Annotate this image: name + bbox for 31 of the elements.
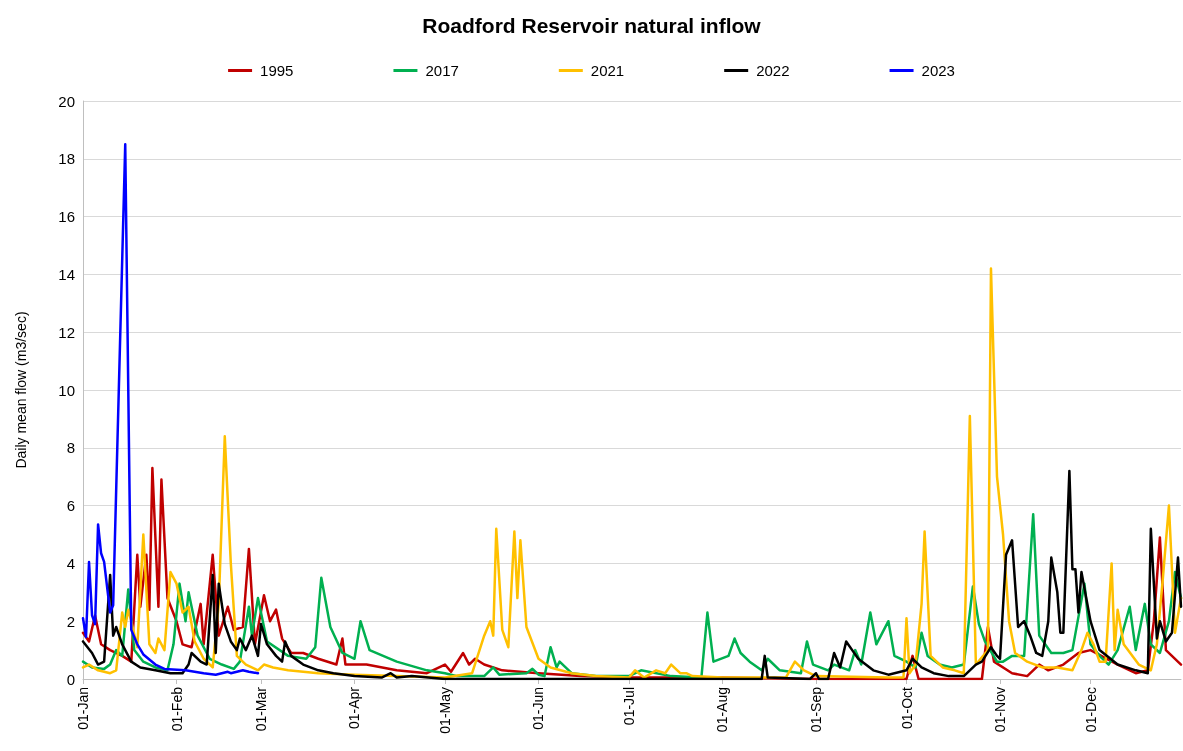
x-tick-label: 01-Jan (75, 687, 91, 730)
y-tick-label: 12 (58, 323, 75, 341)
x-tick-label: 01-Apr (346, 686, 363, 730)
x-tick-label: 01-Dec (1082, 687, 1099, 733)
x-tick-label: 01-Oct (898, 686, 915, 730)
y-tick-label: 4 (66, 554, 75, 572)
x-tick-label: 01-Sep (808, 686, 825, 733)
chart-title: Roadford Reservoir natural inflow (422, 14, 762, 37)
x-tick-label: 01-Feb (168, 686, 185, 732)
y-tick-label: 6 (66, 497, 75, 515)
y-tick-label: 14 (58, 265, 75, 283)
legend-label: 2022 (756, 62, 790, 79)
x-tick-label: 01-Jun (530, 687, 547, 730)
y-tick-label: 16 (58, 208, 75, 226)
x-tick-label: 01-Mar (252, 686, 269, 732)
legend-label: 1995 (260, 62, 294, 79)
y-tick-label: 20 (58, 92, 75, 110)
y-tick-label: 10 (58, 381, 75, 399)
x-tick-label: 01-Nov (992, 687, 1009, 733)
y-tick-label: 0 (66, 670, 75, 688)
y-tick-label: 2 (66, 612, 75, 630)
y-axis-title: Daily mean flow (m3/sec) (13, 311, 29, 469)
legend-label: 2021 (590, 62, 625, 79)
legend-label: 2017 (425, 62, 459, 79)
line-series (81, 143, 260, 676)
legend-label: 2023 (921, 62, 955, 79)
x-tick-label: 01-May (436, 687, 453, 734)
y-tick-label: 18 (58, 150, 75, 168)
x-tick-label: 01-Aug (714, 687, 731, 733)
y-tick-label: 8 (66, 439, 75, 457)
x-tick-label: 01-Jul (620, 687, 637, 726)
